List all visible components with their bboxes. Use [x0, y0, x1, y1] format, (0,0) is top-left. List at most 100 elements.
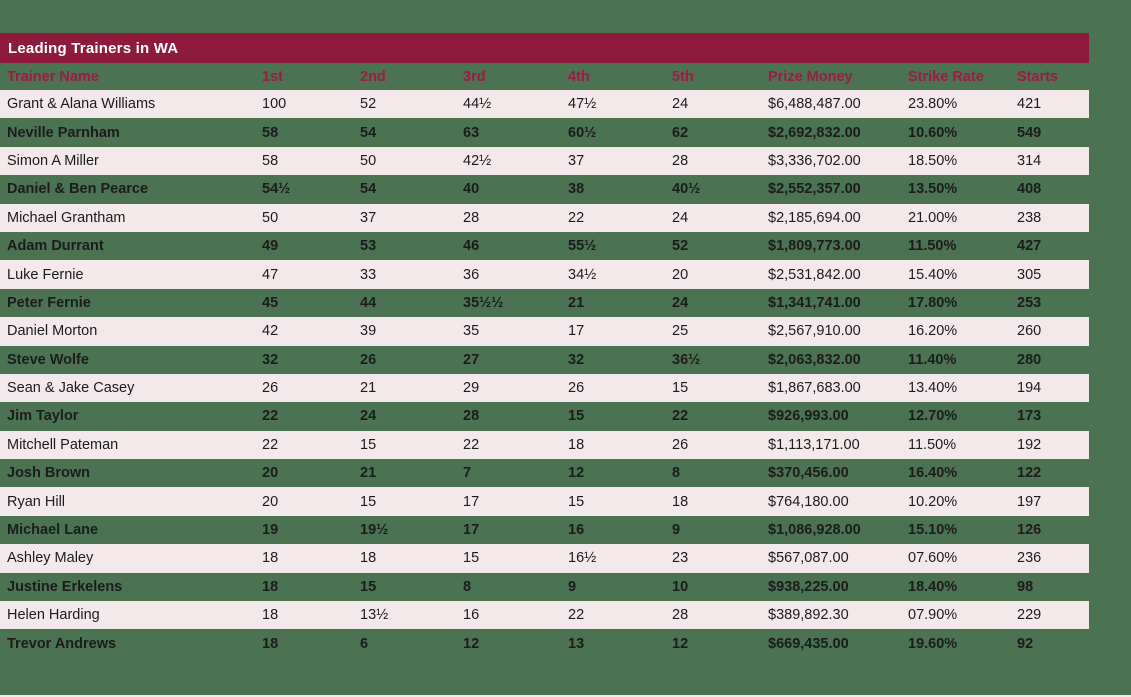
table-cell-3rd: 15 — [463, 550, 480, 567]
column-header-prize-money: Prize Money — [768, 68, 853, 85]
table-cell-prize-money: $1,341,741.00 — [768, 294, 861, 311]
table-cell-1st: 18 — [262, 635, 279, 652]
table-cell-prize-money: $764,180.00 — [768, 493, 849, 510]
table-cell-prize-money: $2,185,694.00 — [768, 209, 861, 226]
trainer-name-cell: Grant & Alana Williams — [7, 96, 156, 113]
table-cell-5th: 23 — [672, 550, 689, 567]
table-cell-3rd: 46 — [463, 238, 480, 255]
table-cell-3rd: 7 — [463, 465, 472, 482]
table-body: Grant & Alana Williams 100 52 44½ 47½ 24 $6,48… — [0, 90, 1089, 658]
table-cell-5th: 22 — [672, 408, 689, 425]
table-cell-1st: 47 — [262, 266, 279, 283]
column-header-trainer: Trainer Name — [7, 68, 99, 85]
table-cell-3rd: 40 — [463, 181, 480, 198]
table-cell-strike-rate: 15.40% — [908, 266, 958, 283]
table-cell-strike-rate: 07.90% — [908, 607, 958, 624]
table-cell-strike-rate: 16.40% — [908, 465, 958, 482]
table-row: Daniel & Ben Pearce 54½ 54 40 38 40½ $2,552,35… — [0, 175, 1089, 203]
table-cell-4th: 18 — [568, 436, 585, 453]
table-cell-3rd: 16 — [463, 607, 480, 624]
table-cell-4th: 12 — [568, 465, 585, 482]
table-cell-prize-money: $2,692,832.00 — [768, 124, 861, 141]
table-title-bar: Leading Trainers in WA — [0, 33, 1089, 63]
table-cell-5th: 24 — [672, 96, 689, 113]
table-cell-starts: 126 — [1017, 522, 1042, 539]
table-cell-3rd: 35½½ — [463, 294, 504, 311]
table-cell-3rd: 44½ — [463, 96, 492, 113]
table-cell-2nd: 21 — [360, 380, 377, 397]
table-cell-strike-rate: 23.80% — [908, 96, 958, 113]
table-row: Ashley Maley 18 18 15 16½ 23 $567,087.00 07.60%… — [0, 544, 1089, 573]
table-cell-prize-money: $370,456.00 — [768, 465, 849, 482]
trainer-name-cell: Steve Wolfe — [7, 351, 89, 368]
table-cell-2nd: 39 — [360, 323, 377, 340]
table-cell-strike-rate: 12.70% — [908, 408, 958, 425]
table-cell-prize-money: $1,086,928.00 — [768, 522, 861, 539]
column-header-4th: 4th — [568, 68, 590, 85]
table-cell-starts: 122 — [1017, 465, 1042, 482]
table-cell-4th: 16 — [568, 522, 585, 539]
table-cell-2nd: 19½ — [360, 522, 389, 539]
table-cell-strike-rate: 11.50% — [908, 238, 957, 255]
trainer-name-cell: Daniel Morton — [7, 323, 98, 340]
table-cell-2nd: 53 — [360, 238, 377, 255]
table-cell-5th: 28 — [672, 607, 689, 624]
page-title: Leading Trainers in WA — [8, 39, 179, 57]
table-cell-starts: 280 — [1017, 351, 1042, 368]
table-row: Michael Grantham 50 37 28 22 24 $2,185,694.00 2… — [0, 203, 1089, 232]
table-cell-4th: 55½ — [568, 238, 597, 255]
table-cell-starts: 408 — [1017, 181, 1042, 198]
trainer-name-cell: Adam Durrant — [7, 238, 104, 255]
table-cell-strike-rate: 13.40% — [908, 380, 958, 397]
table-cell-2nd: 33 — [360, 266, 377, 283]
table-cell-4th: 21 — [568, 294, 585, 311]
table-cell-4th: 26 — [568, 380, 585, 397]
table-cell-prize-money: $2,531,842.00 — [768, 266, 861, 283]
table-cell-5th: 9 — [672, 522, 681, 539]
table-cell-4th: 38 — [568, 181, 585, 198]
trainer-name-cell: Justine Erkelens — [7, 578, 123, 595]
table-cell-4th: 15 — [568, 493, 585, 510]
table-cell-starts: 549 — [1017, 124, 1042, 141]
table-cell-2nd: 54 — [360, 124, 377, 141]
table-cell-strike-rate: 18.40% — [908, 578, 958, 595]
table-cell-strike-rate: 16.20% — [908, 323, 958, 340]
table-cell-starts: 98 — [1017, 578, 1034, 595]
table-cell-5th: 12 — [672, 635, 689, 652]
table-cell-2nd: 52 — [360, 96, 377, 113]
table-row: Simon A Miller 58 50 42½ 37 28 $3,336,702.00 18… — [0, 146, 1089, 176]
table-cell-starts: 314 — [1017, 152, 1042, 169]
table-cell-prize-money: $389,892.30 — [768, 607, 849, 624]
table-cell-strike-rate: 10.60% — [908, 124, 958, 141]
table-row: Adam Durrant 49 53 46 55½ 52 $1,809,773.00 11.5… — [0, 232, 1089, 260]
table-cell-starts: 253 — [1017, 294, 1042, 311]
table-cell-prize-money: $1,113,171.00 — [768, 436, 860, 453]
table-cell-1st: 50 — [262, 209, 279, 226]
table-row: Grant & Alana Williams 100 52 44½ 47½ 24 $6,48… — [0, 90, 1089, 119]
table-cell-1st: 100 — [262, 96, 287, 113]
trainer-name-cell: Simon A Miller — [7, 152, 99, 169]
trainer-name-cell: Mitchell Pateman — [7, 436, 119, 453]
trainer-name-cell: Neville Parnham — [7, 124, 120, 141]
table-row: Luke Fernie 47 33 36 34½ 20 $2,531,842.00 15.40… — [0, 260, 1089, 289]
table-cell-starts: 305 — [1017, 266, 1042, 283]
table-cell-2nd: 6 — [360, 635, 369, 652]
table-cell-2nd: 18 — [360, 550, 377, 567]
table-row: Ryan Hill 20 15 17 15 18 $764,180.00 10.20% 197 — [0, 487, 1089, 516]
table-cell-2nd: 21 — [360, 465, 377, 482]
table-cell-strike-rate: 18.50% — [908, 152, 958, 169]
table-cell-1st: 18 — [262, 550, 279, 567]
table-cell-starts: 260 — [1017, 323, 1042, 340]
table-cell-4th: 15 — [568, 408, 585, 425]
table-cell-prize-money: $3,336,702.00 — [768, 152, 861, 169]
table-cell-2nd: 24 — [360, 408, 377, 425]
table-cell-5th: 26 — [672, 436, 689, 453]
table-cell-2nd: 13½ — [360, 607, 389, 624]
table-cell-starts: 427 — [1017, 238, 1042, 255]
trainer-name-cell: Helen Harding — [7, 607, 100, 624]
trainer-name-cell: Jim Taylor — [7, 408, 79, 425]
table-cell-4th: 9 — [568, 578, 577, 595]
table-row: Justine Erkelens 18 15 8 9 10 $938,225.00 18.40… — [0, 573, 1089, 601]
column-header-1st: 1st — [262, 68, 283, 85]
column-header-strike-rate: Strike Rate — [908, 68, 984, 85]
